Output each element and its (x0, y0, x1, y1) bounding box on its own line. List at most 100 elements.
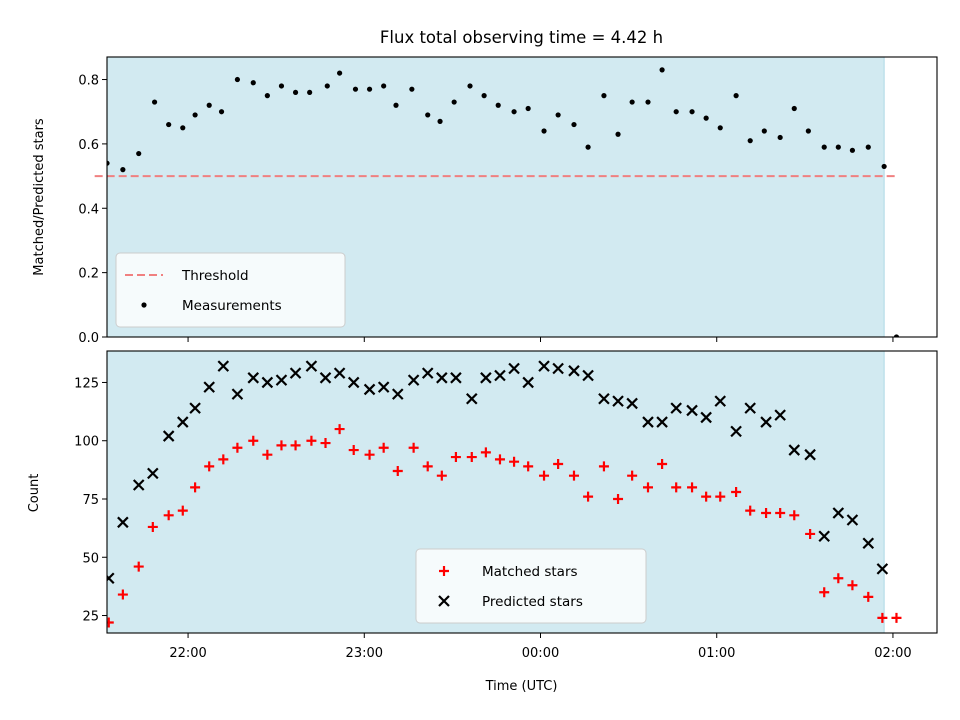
x-tick-label: 23:00 (346, 646, 383, 661)
predicted-stars-point (391, 388, 404, 400)
predicted-stars-point (598, 392, 610, 405)
matched-stars-point (568, 470, 579, 481)
y-tick-label: 100 (74, 435, 99, 450)
matched-stars-point (147, 521, 158, 532)
predicted-stars-point (261, 376, 274, 389)
y-tick-label: 0.4 (78, 202, 99, 217)
predicted-stars-point (189, 402, 201, 414)
x-tick-label: 22:00 (169, 646, 206, 661)
matched-stars-point (863, 591, 874, 602)
predicted-stars-point (714, 395, 727, 407)
matched-stars-point (348, 445, 359, 456)
matched-stars-point (687, 482, 698, 493)
predicted-stars-point (744, 402, 756, 414)
predicted-stars-point (626, 397, 638, 410)
measurements-point (366, 86, 373, 92)
matched-stars-point (819, 587, 830, 598)
matched-stars-point (422, 461, 433, 472)
predicted-stars-point (804, 448, 816, 461)
predicted-stars-point (494, 369, 506, 382)
y-tick-label: 125 (74, 376, 99, 391)
matched-stars-point (715, 491, 726, 502)
y-tick-label: 0.2 (78, 267, 99, 282)
legend-swatch-predicted-stars (438, 595, 450, 607)
matched-stars-point (190, 482, 201, 493)
measurements-point (717, 125, 723, 131)
matched-stars-point (598, 461, 609, 472)
y-tick-label: 75 (82, 493, 99, 508)
predicted-stars-point (203, 381, 215, 393)
matched-stars-point (364, 449, 375, 460)
matched-stars-point (761, 507, 772, 518)
predicted-stars-point (305, 360, 318, 372)
matched-stars-point (775, 507, 786, 518)
measurements-point (250, 80, 256, 86)
matched-stars-point (613, 493, 624, 504)
matched-stars-point (262, 449, 273, 460)
panel-ratio: 0.0 0.2 0.4 0.6 0.8 Threshold Measurements (78, 56, 938, 346)
predicted-stars-point (862, 537, 875, 550)
measurements-point (791, 105, 797, 112)
predicted-stars-point (522, 376, 534, 389)
y-tick-label: 0.6 (78, 138, 99, 153)
measurements-point (481, 93, 487, 99)
matched-stars-point (276, 440, 287, 451)
series-layer (107, 360, 902, 628)
predicted-stars-point (774, 409, 786, 421)
matched-stars-point (833, 573, 844, 584)
measurements-point (107, 160, 110, 166)
axes-frame (106, 56, 938, 338)
matched-stars-point (204, 461, 215, 472)
matched-stars-point (789, 510, 800, 521)
predicted-stars-point (818, 530, 830, 543)
measurements-point (352, 86, 359, 92)
predicted-stars-point (700, 411, 712, 424)
matched-stars-point (553, 459, 564, 470)
measurements-point (571, 121, 577, 128)
matched-stars-point (701, 491, 712, 502)
measurements-point (393, 102, 399, 108)
matched-stars-point (117, 589, 128, 600)
matched-stars-point (877, 612, 888, 623)
measurements-point (166, 121, 172, 128)
measurements-point (278, 83, 285, 89)
axes-frame (106, 350, 938, 634)
measurements-point (120, 167, 126, 173)
predicted-stars-point (552, 362, 564, 375)
matched-stars-point (218, 454, 229, 465)
y-axis-label-ratio: Matched/Predicted stars (32, 118, 47, 276)
legend-label-measurements: Measurements (182, 298, 282, 314)
measurements-point (761, 128, 767, 134)
predicted-stars-point (363, 383, 376, 396)
predicted-stars-point (832, 507, 845, 519)
y-axis-label-counts: Count (27, 474, 42, 513)
measurements-point (218, 109, 225, 115)
measurements-point (136, 150, 142, 157)
y-tick-label: 50 (82, 551, 99, 566)
measurements-point (733, 93, 739, 99)
predicted-stars-point (788, 444, 801, 456)
measurements-point (451, 99, 457, 105)
matched-stars-point (248, 435, 259, 446)
measurements-point (881, 163, 887, 170)
predicted-stars-point (686, 404, 698, 417)
x-tick-label: 01:00 (698, 646, 735, 661)
legend-box (415, 548, 647, 624)
predicted-stars-point (377, 381, 390, 393)
matched-stars-point (163, 510, 174, 521)
predicted-stars-point (538, 360, 550, 372)
measurements-point (381, 83, 387, 89)
panel-counts: 25 50 75 100 125 22:00 23:00 00:00 01:00 02:00 Mat… (74, 350, 938, 661)
matched-stars-point (627, 470, 638, 481)
predicted-stars-point (670, 402, 682, 414)
measurements-point (292, 89, 299, 96)
predicted-stars-point (656, 416, 668, 428)
legend-swatch-measurements (141, 302, 147, 308)
matched-stars-point (494, 454, 505, 465)
y-tick-label: 25 (82, 610, 99, 625)
measurements-point (324, 83, 330, 89)
matched-stars-point (378, 442, 389, 453)
predicted-stars-point (132, 479, 145, 491)
y-tick-label: 0.0 (78, 331, 99, 346)
measurements-point (437, 118, 443, 124)
